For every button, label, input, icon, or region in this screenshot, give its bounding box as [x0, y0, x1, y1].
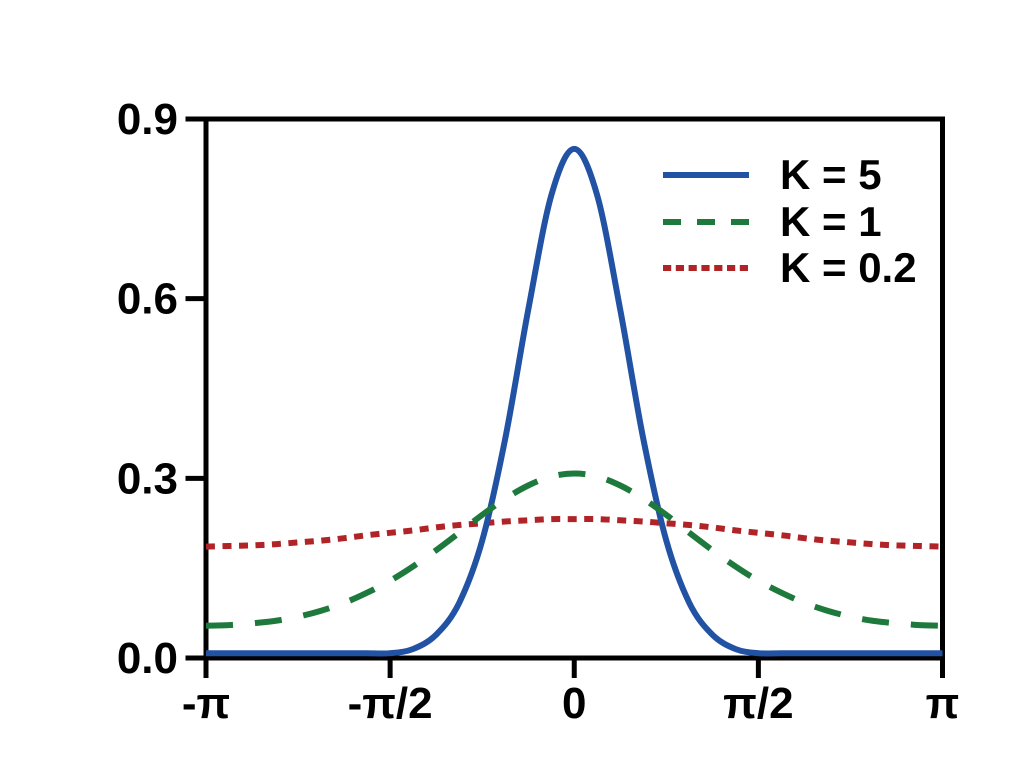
legend-item: K = 5	[663, 151, 917, 199]
y-axis-labels: 0.0 0.3 0.6 0.9	[117, 95, 178, 683]
legend-item: K = 1	[663, 197, 917, 246]
x-tick-label: -π/2	[348, 679, 433, 728]
x-tick-label: 0	[562, 679, 586, 728]
legend-line-solid	[663, 172, 749, 179]
y-tick-label: 0.0	[117, 634, 178, 683]
legend-line-dotted	[663, 265, 749, 272]
plot-frame	[203, 116, 945, 661]
curve-k=5	[206, 145, 943, 657]
y-tick-label: 0.6	[117, 275, 178, 324]
legend-label: K = 0.2	[780, 244, 917, 291]
x-tick-label: π/2	[723, 679, 793, 728]
curves	[205, 145, 943, 657]
x-tick-label: π	[926, 679, 960, 728]
legend-line-dashed	[663, 218, 749, 225]
legend-label: K = 1	[780, 197, 882, 245]
y-axis-tick-marks	[185, 116, 204, 661]
legend: K = 5 K = 1 K = 0.2	[663, 151, 917, 292]
curve-k=1	[205, 470, 943, 629]
curve-k=0.2	[205, 516, 943, 550]
legend-label: K = 5	[780, 151, 882, 198]
x-axis-tick-marks	[203, 660, 945, 678]
x-axis-labels: -π -π/2 0 π/2 π	[182, 679, 960, 728]
y-tick-label: 0.9	[117, 95, 178, 144]
y-tick-label: 0.3	[117, 454, 178, 503]
legend-item: K = 0.2	[663, 244, 917, 292]
x-tick-label: -π	[182, 679, 230, 728]
